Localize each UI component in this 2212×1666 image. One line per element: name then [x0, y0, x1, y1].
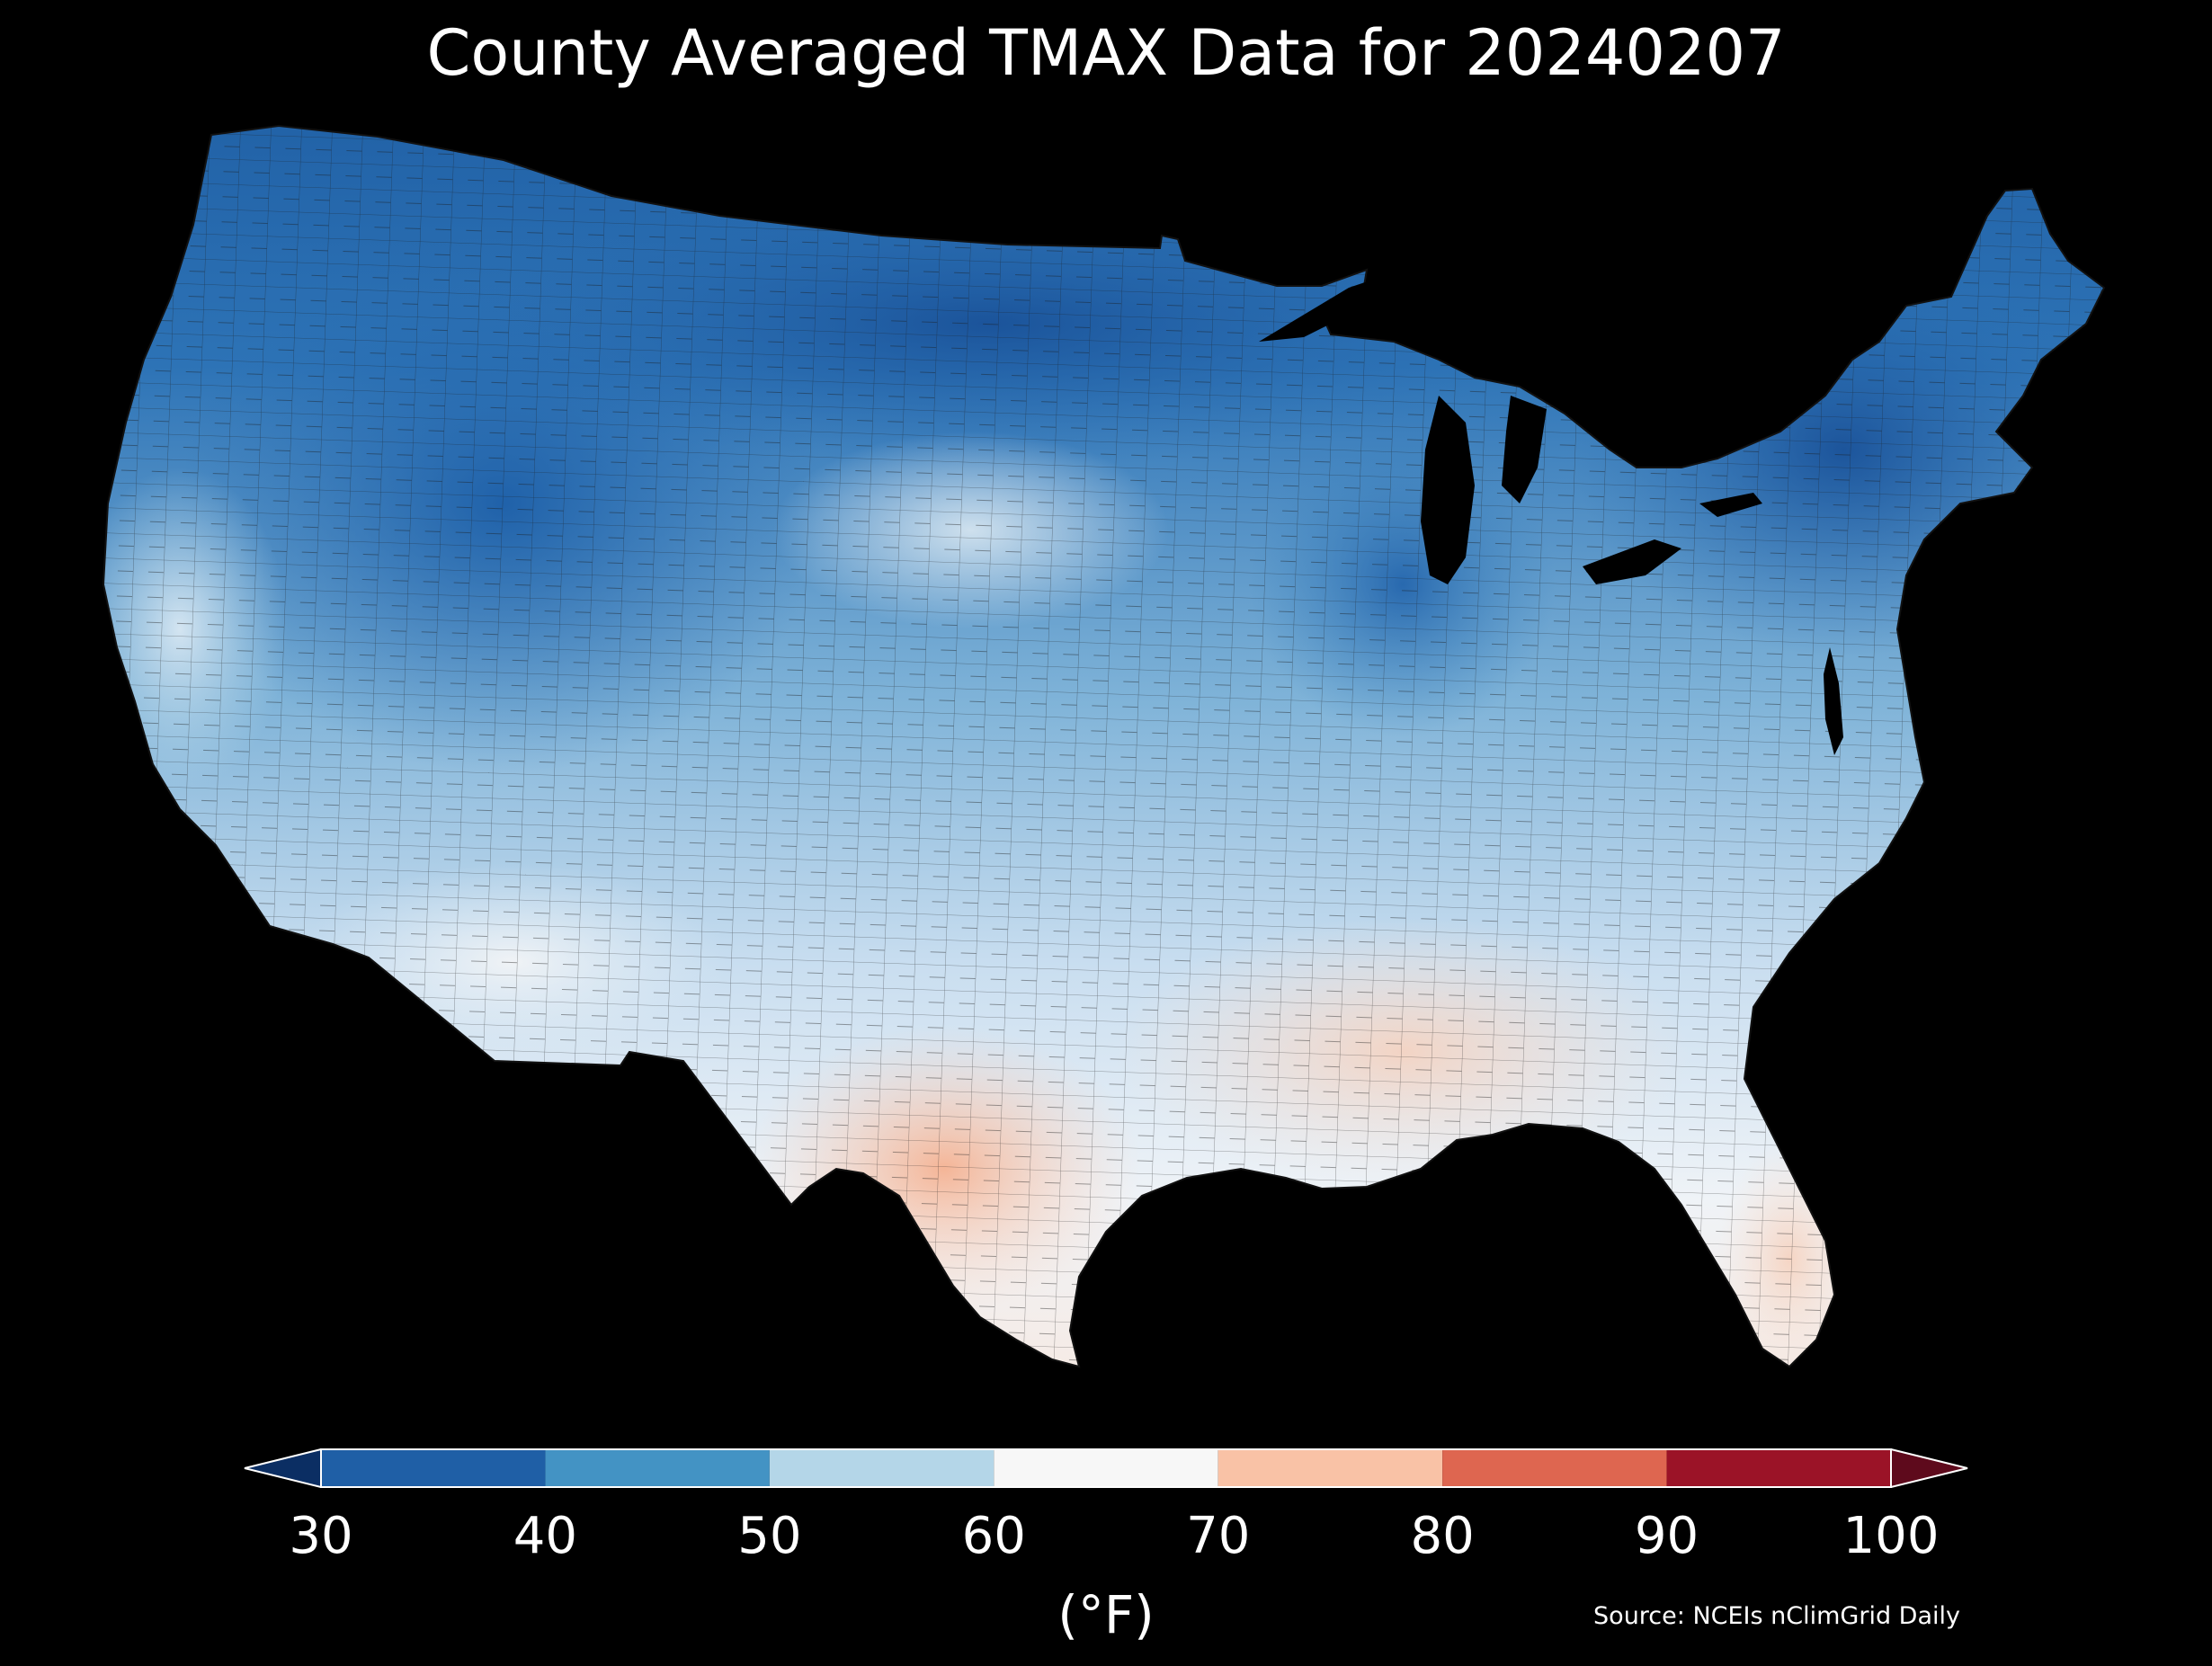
- lake-superior: [1259, 279, 1376, 342]
- colorbar-over-arrow: [1891, 1449, 1967, 1487]
- colorbar-tick-label: 70: [1186, 1507, 1251, 1565]
- lake-huron: [1502, 396, 1547, 503]
- map-title: County Averaged TMAX Data for 20240207: [426, 16, 1786, 90]
- colorbar-unit-label: (°F): [1057, 1584, 1155, 1645]
- colorbar-tick-label: 90: [1634, 1507, 1699, 1565]
- lake-ontario: [1699, 493, 1762, 517]
- lake-michigan: [1421, 396, 1475, 584]
- colorbar-bin-60-70: [994, 1449, 1218, 1487]
- colorbar-bin-30-40: [321, 1449, 546, 1487]
- colorbar-bin-90-100: [1666, 1449, 1891, 1487]
- colorbar-tick-label: 100: [1842, 1507, 1940, 1565]
- colorbar-tick-label: 40: [513, 1507, 578, 1565]
- source-credit: Source: NCEIs nClimGrid Daily: [1593, 1602, 1960, 1630]
- colorbar-bin-70-80: [1217, 1449, 1443, 1487]
- colorbar-frame: [320, 1448, 1892, 1488]
- lake-erie: [1583, 539, 1681, 584]
- colorbar-bin-80-90: [1442, 1449, 1667, 1487]
- colorbar-tick-label: 80: [1410, 1507, 1475, 1565]
- colorbar-bin-50-60: [769, 1449, 995, 1487]
- colorbar-under-arrow: [245, 1449, 321, 1487]
- colorbar-tick-label: 30: [289, 1507, 353, 1565]
- chesapeake-bay: [1824, 647, 1843, 755]
- colorbar-tick-label: 60: [961, 1507, 1026, 1565]
- colorbar-tick-label: 50: [737, 1507, 802, 1565]
- colorbar-bin-40-50: [545, 1449, 770, 1487]
